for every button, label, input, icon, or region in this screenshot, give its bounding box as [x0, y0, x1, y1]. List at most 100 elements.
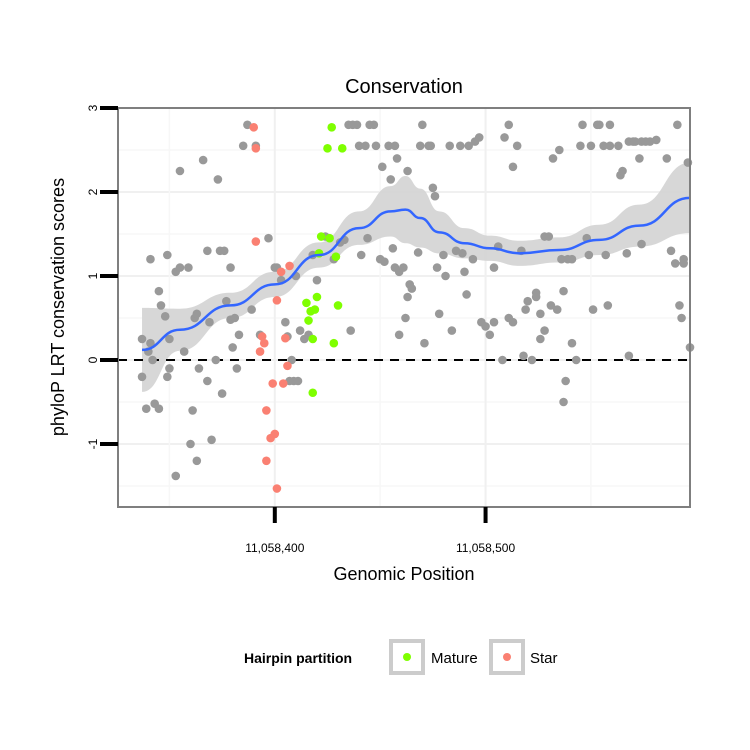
point-other [211, 355, 221, 365]
point-other [508, 162, 518, 172]
y-tick-label: -1 [86, 438, 100, 449]
point-other [540, 326, 549, 335]
point-other [546, 301, 556, 310]
point-other [552, 305, 562, 314]
point-other [160, 312, 170, 321]
point-other [232, 364, 242, 373]
point-mature [337, 144, 347, 153]
point-other [186, 439, 195, 449]
point-other [175, 166, 185, 176]
point-mature [325, 233, 334, 243]
point-other [222, 296, 231, 306]
point-other [207, 435, 216, 445]
point-other [430, 191, 440, 201]
point-other [677, 313, 686, 323]
point-other [605, 141, 615, 151]
point-star [249, 123, 259, 132]
point-other [384, 141, 393, 151]
point-other [203, 376, 212, 386]
point-other [188, 406, 197, 415]
point-mature [323, 144, 332, 153]
point-other [380, 257, 389, 267]
point-other [226, 263, 235, 272]
y-axis-label: phyloP LRT conservation scores [48, 178, 68, 436]
point-star [285, 261, 294, 271]
point-other [356, 250, 366, 260]
point-other [386, 175, 396, 184]
point-other [462, 290, 471, 299]
x-axis-label: Genomic Position [333, 564, 474, 584]
point-other [363, 233, 372, 243]
point-other [662, 154, 672, 163]
point-other [679, 259, 688, 268]
point-other [614, 141, 623, 151]
point-other [352, 120, 362, 130]
point-other [464, 141, 474, 151]
point-other [426, 141, 436, 151]
point-other [588, 305, 598, 314]
point-star [257, 332, 267, 341]
point-other [576, 141, 585, 151]
legend-title: Hairpin partition [244, 650, 352, 666]
point-other [217, 389, 227, 398]
legend-item-mature: Mature [389, 639, 478, 675]
point-other [504, 120, 514, 130]
point-other [415, 141, 425, 151]
point-other [432, 263, 442, 272]
legend-swatch-mature [403, 653, 411, 661]
point-other [599, 141, 608, 151]
point-other [194, 364, 204, 373]
point-other [418, 120, 427, 130]
point-other [390, 141, 400, 151]
point-star [262, 406, 271, 415]
point-other [624, 351, 634, 361]
point-star [259, 338, 269, 348]
point-other [439, 250, 448, 260]
point-other [295, 326, 305, 335]
point-other [377, 162, 387, 172]
y-tick-label: 3 [86, 104, 100, 111]
point-other [228, 343, 237, 352]
legend-item-star: Star [489, 639, 558, 675]
point-mature [316, 232, 326, 241]
point-other [521, 305, 530, 314]
point-other [559, 397, 568, 407]
point-other [523, 296, 533, 306]
point-other [428, 183, 438, 193]
confidence-band [142, 162, 690, 392]
point-other [230, 313, 240, 323]
point-other [388, 243, 398, 253]
point-other [512, 141, 522, 151]
point-other [586, 141, 596, 151]
point-other [622, 249, 632, 258]
point-mature [302, 298, 311, 308]
point-other [205, 317, 214, 327]
point-other [148, 355, 157, 365]
point-star [270, 429, 280, 439]
point-other [474, 133, 484, 142]
legend-key-star [489, 639, 525, 675]
point-other [445, 141, 455, 151]
point-other [434, 309, 444, 319]
point-other [605, 120, 615, 130]
point-other [179, 347, 189, 356]
x-axis: 11,058,400 11,058,500 [245, 507, 515, 555]
point-other [460, 267, 469, 277]
point-other [531, 292, 541, 302]
point-star [272, 296, 282, 305]
point-other [141, 404, 151, 414]
point-mature [310, 305, 320, 314]
point-other [163, 372, 172, 382]
point-other [544, 232, 554, 241]
point-other [238, 141, 248, 151]
point-other [447, 326, 457, 335]
legend-label-mature: Mature [431, 650, 478, 667]
point-other [559, 286, 568, 296]
y-tick-label: 0 [86, 356, 100, 363]
point-other [578, 120, 587, 130]
point-other [666, 246, 676, 256]
point-mature [308, 388, 318, 398]
point-other [407, 284, 417, 293]
point-mature [312, 292, 322, 302]
